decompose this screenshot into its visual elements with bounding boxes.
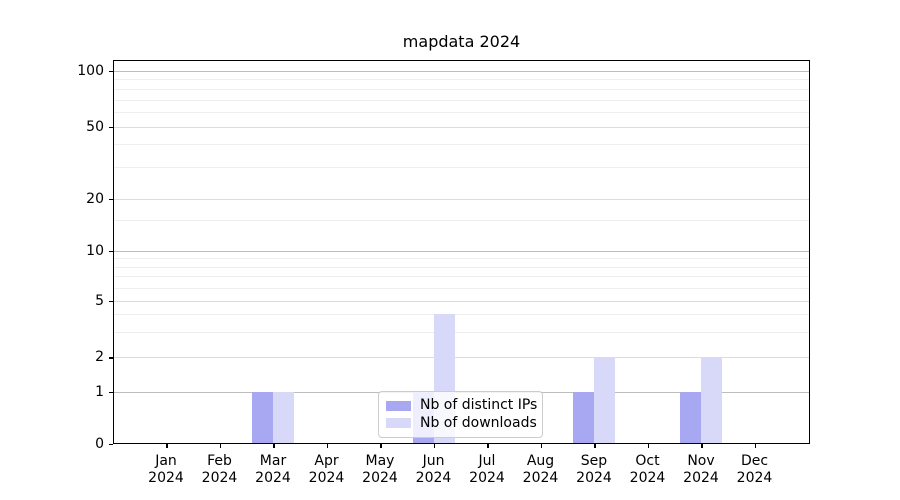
year-label: 2024: [683, 470, 719, 486]
y-axis-tick-label: 100: [77, 62, 104, 79]
y-gridline-major: [114, 70, 809, 72]
x-axis-tick: [540, 444, 542, 448]
legend-swatch-downloads-icon: [386, 418, 411, 429]
year-label: 2024: [148, 470, 184, 486]
bar-nb-of-downloads-nov: [701, 357, 722, 444]
y-axis-tick: [109, 250, 113, 252]
x-axis-tick: [487, 444, 489, 448]
month-label: Jan: [155, 453, 177, 469]
x-axis-tick: [273, 444, 275, 448]
y-axis-tick-label: 20: [86, 190, 104, 207]
x-axis-tick-label: Jun 2024: [399, 453, 469, 487]
y-gridline-minor: [114, 314, 809, 315]
x-axis-tick-label: May 2024: [345, 453, 415, 487]
y-axis-tick: [109, 126, 113, 128]
x-axis-tick: [433, 444, 435, 448]
y-gridline-minor: [114, 166, 809, 168]
x-axis-tick: [166, 444, 168, 448]
month-label: Jul: [478, 453, 496, 469]
month-label: Feb: [207, 453, 232, 469]
x-axis-tick: [594, 444, 596, 448]
x-axis-tick: [754, 444, 756, 448]
x-axis-tick-label: Jul 2024: [452, 453, 522, 487]
y-axis-tick: [109, 70, 113, 72]
year-label: 2024: [736, 470, 773, 486]
bar-nb-of-distinct-ips-sep: [573, 391, 594, 444]
year-label: 2024: [308, 470, 345, 486]
legend-item-downloads: Nb of downloads: [386, 414, 537, 432]
x-axis-tick: [647, 444, 649, 448]
x-axis-tick-label: Aug 2024: [506, 453, 576, 487]
x-axis-tick-label: Feb 2024: [185, 453, 255, 487]
year-label: 2024: [576, 470, 612, 486]
month-label: Dec: [740, 453, 769, 469]
y-axis-tick: [109, 391, 113, 393]
y-gridline-minor: [114, 276, 809, 277]
y-axis-tick-label: 5: [95, 292, 104, 309]
y-axis-tick: [109, 198, 113, 200]
x-axis-tick: [326, 444, 328, 448]
bar-nb-of-downloads-sep: [594, 357, 615, 444]
month-label: Nov: [687, 453, 715, 469]
month-label: May: [365, 453, 395, 469]
bar-nb-of-distinct-ips-nov: [680, 391, 701, 444]
bar-nb-of-downloads-mar: [273, 391, 294, 444]
y-gridline: [114, 357, 809, 358]
month-label: Sep: [580, 453, 608, 469]
x-axis-tick-label: Nov 2024: [666, 453, 736, 487]
x-axis-tick: [380, 444, 382, 448]
month-label: Oct: [635, 453, 660, 469]
x-axis-tick: [701, 444, 703, 448]
x-axis-tick-label: Oct 2024: [613, 453, 683, 487]
y-gridline-minor: [114, 144, 809, 145]
year-label: 2024: [469, 470, 505, 486]
y-axis-tick-label: 10: [86, 242, 104, 259]
legend-label-downloads: Nb of downloads: [420, 414, 537, 431]
y-gridline-major: [114, 250, 809, 252]
y-gridline-minor: [114, 88, 809, 90]
x-axis-tick-label: Sep 2024: [559, 453, 629, 487]
legend: Nb of distinct IPs Nb of downloads: [378, 391, 543, 438]
y-axis-tick-label: 1: [95, 383, 104, 400]
y-gridline-minor: [114, 287, 809, 289]
month-label: Jun: [422, 453, 445, 469]
month-label: Aug: [526, 453, 555, 469]
y-gridline-minor: [114, 112, 809, 113]
month-label: Mar: [259, 453, 287, 469]
year-label: 2024: [415, 470, 452, 486]
x-axis-tick-label: Mar 2024: [238, 453, 308, 487]
year-label: 2024: [362, 470, 398, 486]
x-axis-tick: [219, 444, 221, 448]
legend-swatch-distinct-ips-icon: [386, 400, 411, 411]
y-axis-tick-label: 50: [86, 118, 104, 135]
bar-nb-of-distinct-ips-mar: [252, 391, 273, 444]
y-gridline-minor: [114, 99, 809, 101]
y-gridline-minor: [114, 258, 809, 259]
y-gridline-minor: [114, 220, 809, 221]
y-axis-tick: [109, 357, 113, 359]
chart-title: mapdata 2024: [402, 32, 521, 51]
y-axis-tick: [109, 443, 113, 445]
y-gridline-minor: [114, 332, 809, 333]
x-axis-tick-label: Apr 2024: [292, 453, 362, 487]
x-axis-tick-label: Dec 2024: [720, 453, 790, 487]
legend-item-distinct-ips: Nb of distinct IPs: [386, 397, 538, 414]
year-label: 2024: [255, 470, 291, 486]
year-label: 2024: [629, 470, 666, 486]
y-axis-tick-label: 2: [95, 349, 104, 365]
y-gridline: [114, 300, 809, 302]
y-gridline: [114, 198, 809, 200]
month-label: Apr: [314, 453, 339, 469]
year-label: 2024: [522, 470, 559, 486]
year-label: 2024: [201, 470, 238, 486]
x-axis-tick-label: Jan 2024: [131, 453, 201, 487]
y-gridline-minor: [114, 79, 809, 80]
legend-label-distinct-ips: Nb of distinct IPs: [420, 397, 538, 414]
y-gridline: [114, 126, 809, 128]
y-axis-tick-label: 0: [95, 435, 104, 452]
y-gridline-minor: [114, 266, 809, 268]
y-axis-tick: [109, 300, 113, 302]
